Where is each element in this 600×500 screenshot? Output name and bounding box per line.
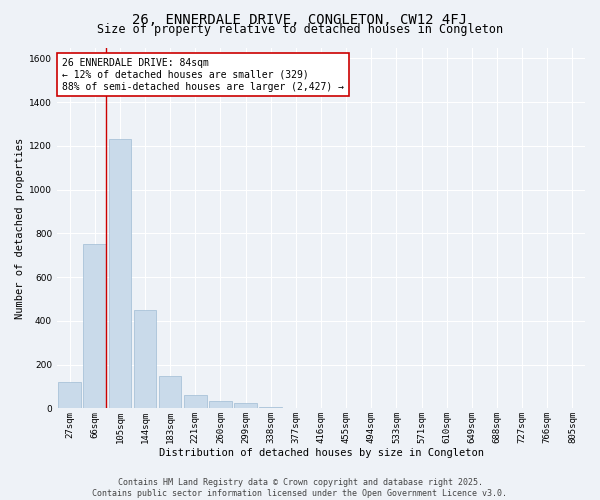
Bar [134, 310, 157, 408]
Bar [83, 244, 106, 408]
Bar [234, 403, 257, 408]
Y-axis label: Number of detached properties: Number of detached properties [15, 138, 25, 318]
Text: Size of property relative to detached houses in Congleton: Size of property relative to detached ho… [97, 22, 503, 36]
Bar [109, 140, 131, 408]
Text: Contains HM Land Registry data © Crown copyright and database right 2025.
Contai: Contains HM Land Registry data © Crown c… [92, 478, 508, 498]
X-axis label: Distribution of detached houses by size in Congleton: Distribution of detached houses by size … [158, 448, 484, 458]
Text: 26 ENNERDALE DRIVE: 84sqm
← 12% of detached houses are smaller (329)
88% of semi: 26 ENNERDALE DRIVE: 84sqm ← 12% of detac… [62, 58, 344, 92]
Bar [159, 376, 181, 408]
Text: 26, ENNERDALE DRIVE, CONGLETON, CW12 4FJ: 26, ENNERDALE DRIVE, CONGLETON, CW12 4FJ [133, 12, 467, 26]
Bar [259, 407, 282, 408]
Bar [209, 400, 232, 408]
Bar [58, 382, 81, 408]
Bar [184, 395, 206, 408]
